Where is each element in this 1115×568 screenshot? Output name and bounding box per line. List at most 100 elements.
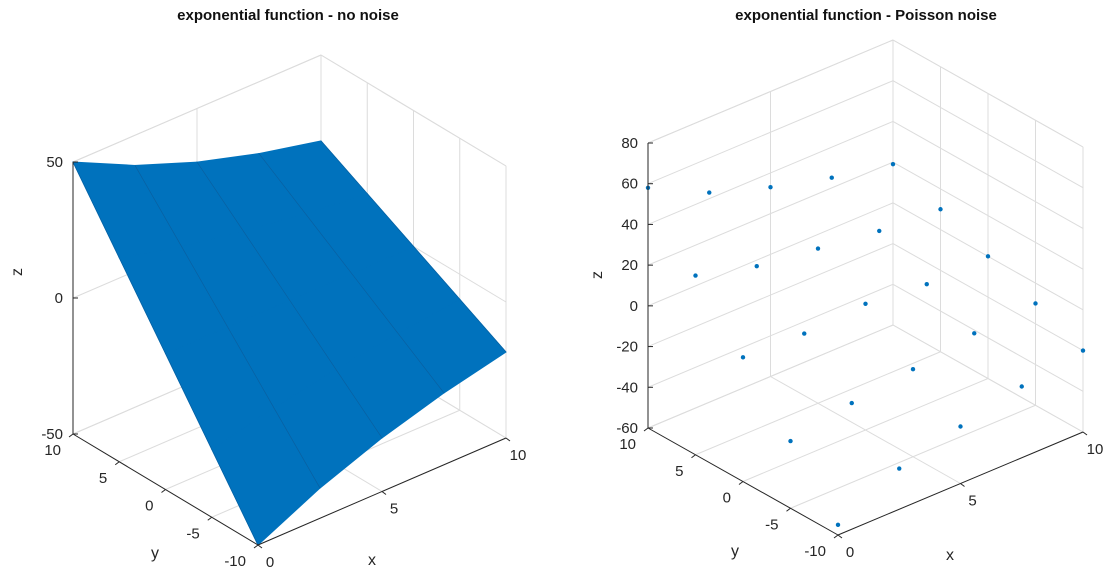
x-tick: [837, 534, 843, 539]
scatter-point: [863, 301, 868, 306]
z-tick-label: -20: [616, 339, 638, 356]
z-tick-label: 80: [621, 135, 638, 152]
gridline-z: [647, 161, 894, 266]
scatter-point: [897, 466, 902, 471]
y-tick: [738, 481, 744, 485]
y-tick-label: 0: [145, 498, 153, 515]
x-tick: [1082, 431, 1088, 436]
scatter-point: [707, 190, 712, 195]
x-tick: [960, 483, 965, 487]
z-tick-label: 60: [621, 176, 638, 193]
gridline-z: [892, 120, 1084, 229]
gridline-z: [892, 80, 1084, 189]
gridline-y: [742, 378, 989, 482]
scatter-point: [788, 438, 793, 444]
scatter-point: [972, 331, 977, 336]
x-tick-label: 0: [846, 544, 854, 561]
z-tick-label: 50: [46, 154, 63, 171]
gridline-z: [892, 324, 1084, 433]
y-tick: [207, 516, 213, 521]
z-tick-label: 0: [630, 298, 638, 315]
surface-mesh-line: [134, 165, 321, 489]
y-axis-label: y: [151, 545, 159, 562]
y-tick-label: 0: [723, 490, 731, 507]
scatter-point: [802, 331, 807, 336]
y-tick: [114, 461, 120, 466]
gridline-y: [695, 351, 941, 456]
x-tick-label: 5: [390, 501, 398, 518]
scatter-point: [693, 273, 698, 278]
gridline-z: [647, 120, 894, 225]
scatter-point: [768, 184, 773, 190]
box-edge: [72, 54, 322, 163]
z-tick-label: 20: [621, 257, 638, 274]
y-axis-label: y: [731, 543, 739, 560]
x-axis-label: x: [368, 552, 376, 568]
gridline-z: [892, 161, 1084, 270]
scatter-point: [1019, 384, 1024, 389]
chart-surface-no-noise: exponential function - no noise 0 5 10 -10 -…: [9, 7, 526, 568]
scatter-point: [890, 161, 896, 167]
y-tick: [643, 427, 649, 432]
scatter-point: [1033, 301, 1038, 306]
z-axis-label: z: [9, 268, 26, 276]
y-tick-label: 10: [619, 436, 636, 453]
y-tick: [253, 544, 259, 549]
y-tick-label: -5: [186, 525, 199, 542]
surface-mesh-line: [72, 161, 259, 546]
x-tick-label: 5: [968, 493, 976, 510]
scatter-point: [938, 207, 943, 212]
scatter-point: [1080, 348, 1086, 353]
y-tick-label: -10: [224, 553, 246, 568]
x-tick-label: 0: [266, 554, 274, 568]
x-tick: [257, 544, 263, 549]
scatter-point: [877, 228, 882, 234]
y-tick-label: 10: [44, 442, 61, 459]
z-tick-label: -60: [616, 420, 638, 437]
surface-mesh-line: [258, 153, 445, 394]
y-tick-label: -10: [804, 543, 826, 560]
scatter-point: [815, 246, 821, 251]
chart-title: exponential function - Poisson noise: [735, 7, 997, 24]
x-axis-label: x: [946, 547, 954, 564]
scatter-point: [985, 254, 991, 259]
y-tick: [786, 507, 791, 512]
scatter-point: [924, 281, 929, 287]
y-tick: [68, 433, 74, 438]
scatter-point: [849, 400, 854, 406]
x-tick-label: 10: [510, 447, 527, 464]
z-tick-label: -50: [41, 426, 63, 443]
box-edge: [320, 54, 507, 167]
x-tick: [381, 491, 387, 495]
scatter-point: [740, 355, 746, 360]
gridline-z: [647, 324, 894, 429]
z-axis-label: z: [589, 271, 606, 279]
chart-title: exponential function - no noise: [177, 7, 399, 24]
z-tick-label: -40: [616, 379, 638, 396]
gridline-z: [647, 202, 894, 307]
gridline-z: [647, 243, 894, 348]
gridline-z: [647, 80, 894, 185]
scatter-point: [958, 424, 963, 429]
box-edge: [892, 39, 1084, 148]
surface-mesh-line: [320, 140, 507, 353]
x-tick: [505, 437, 511, 442]
gridline-z: [892, 283, 1084, 392]
z-tick-label: 0: [55, 290, 63, 307]
gridline-z: [647, 283, 894, 388]
gridline-z: [892, 243, 1084, 352]
z-tick-label: 40: [621, 216, 638, 233]
surface-mesh-line: [196, 161, 383, 439]
scatter-point: [754, 263, 759, 269]
scatter-point: [835, 522, 841, 528]
scatter-point: [829, 175, 834, 180]
chart-scatter-poisson-noise: exponential function - Poisson noise 0 5 1…: [589, 7, 1103, 564]
x-tick-label: 10: [1087, 441, 1104, 458]
gridline-y: [790, 404, 1036, 509]
y-tick-label: -5: [765, 516, 778, 533]
y-tick-label: 5: [675, 463, 683, 480]
box-edge: [647, 39, 894, 144]
y-tick: [161, 489, 166, 493]
y-tick: [833, 534, 839, 539]
